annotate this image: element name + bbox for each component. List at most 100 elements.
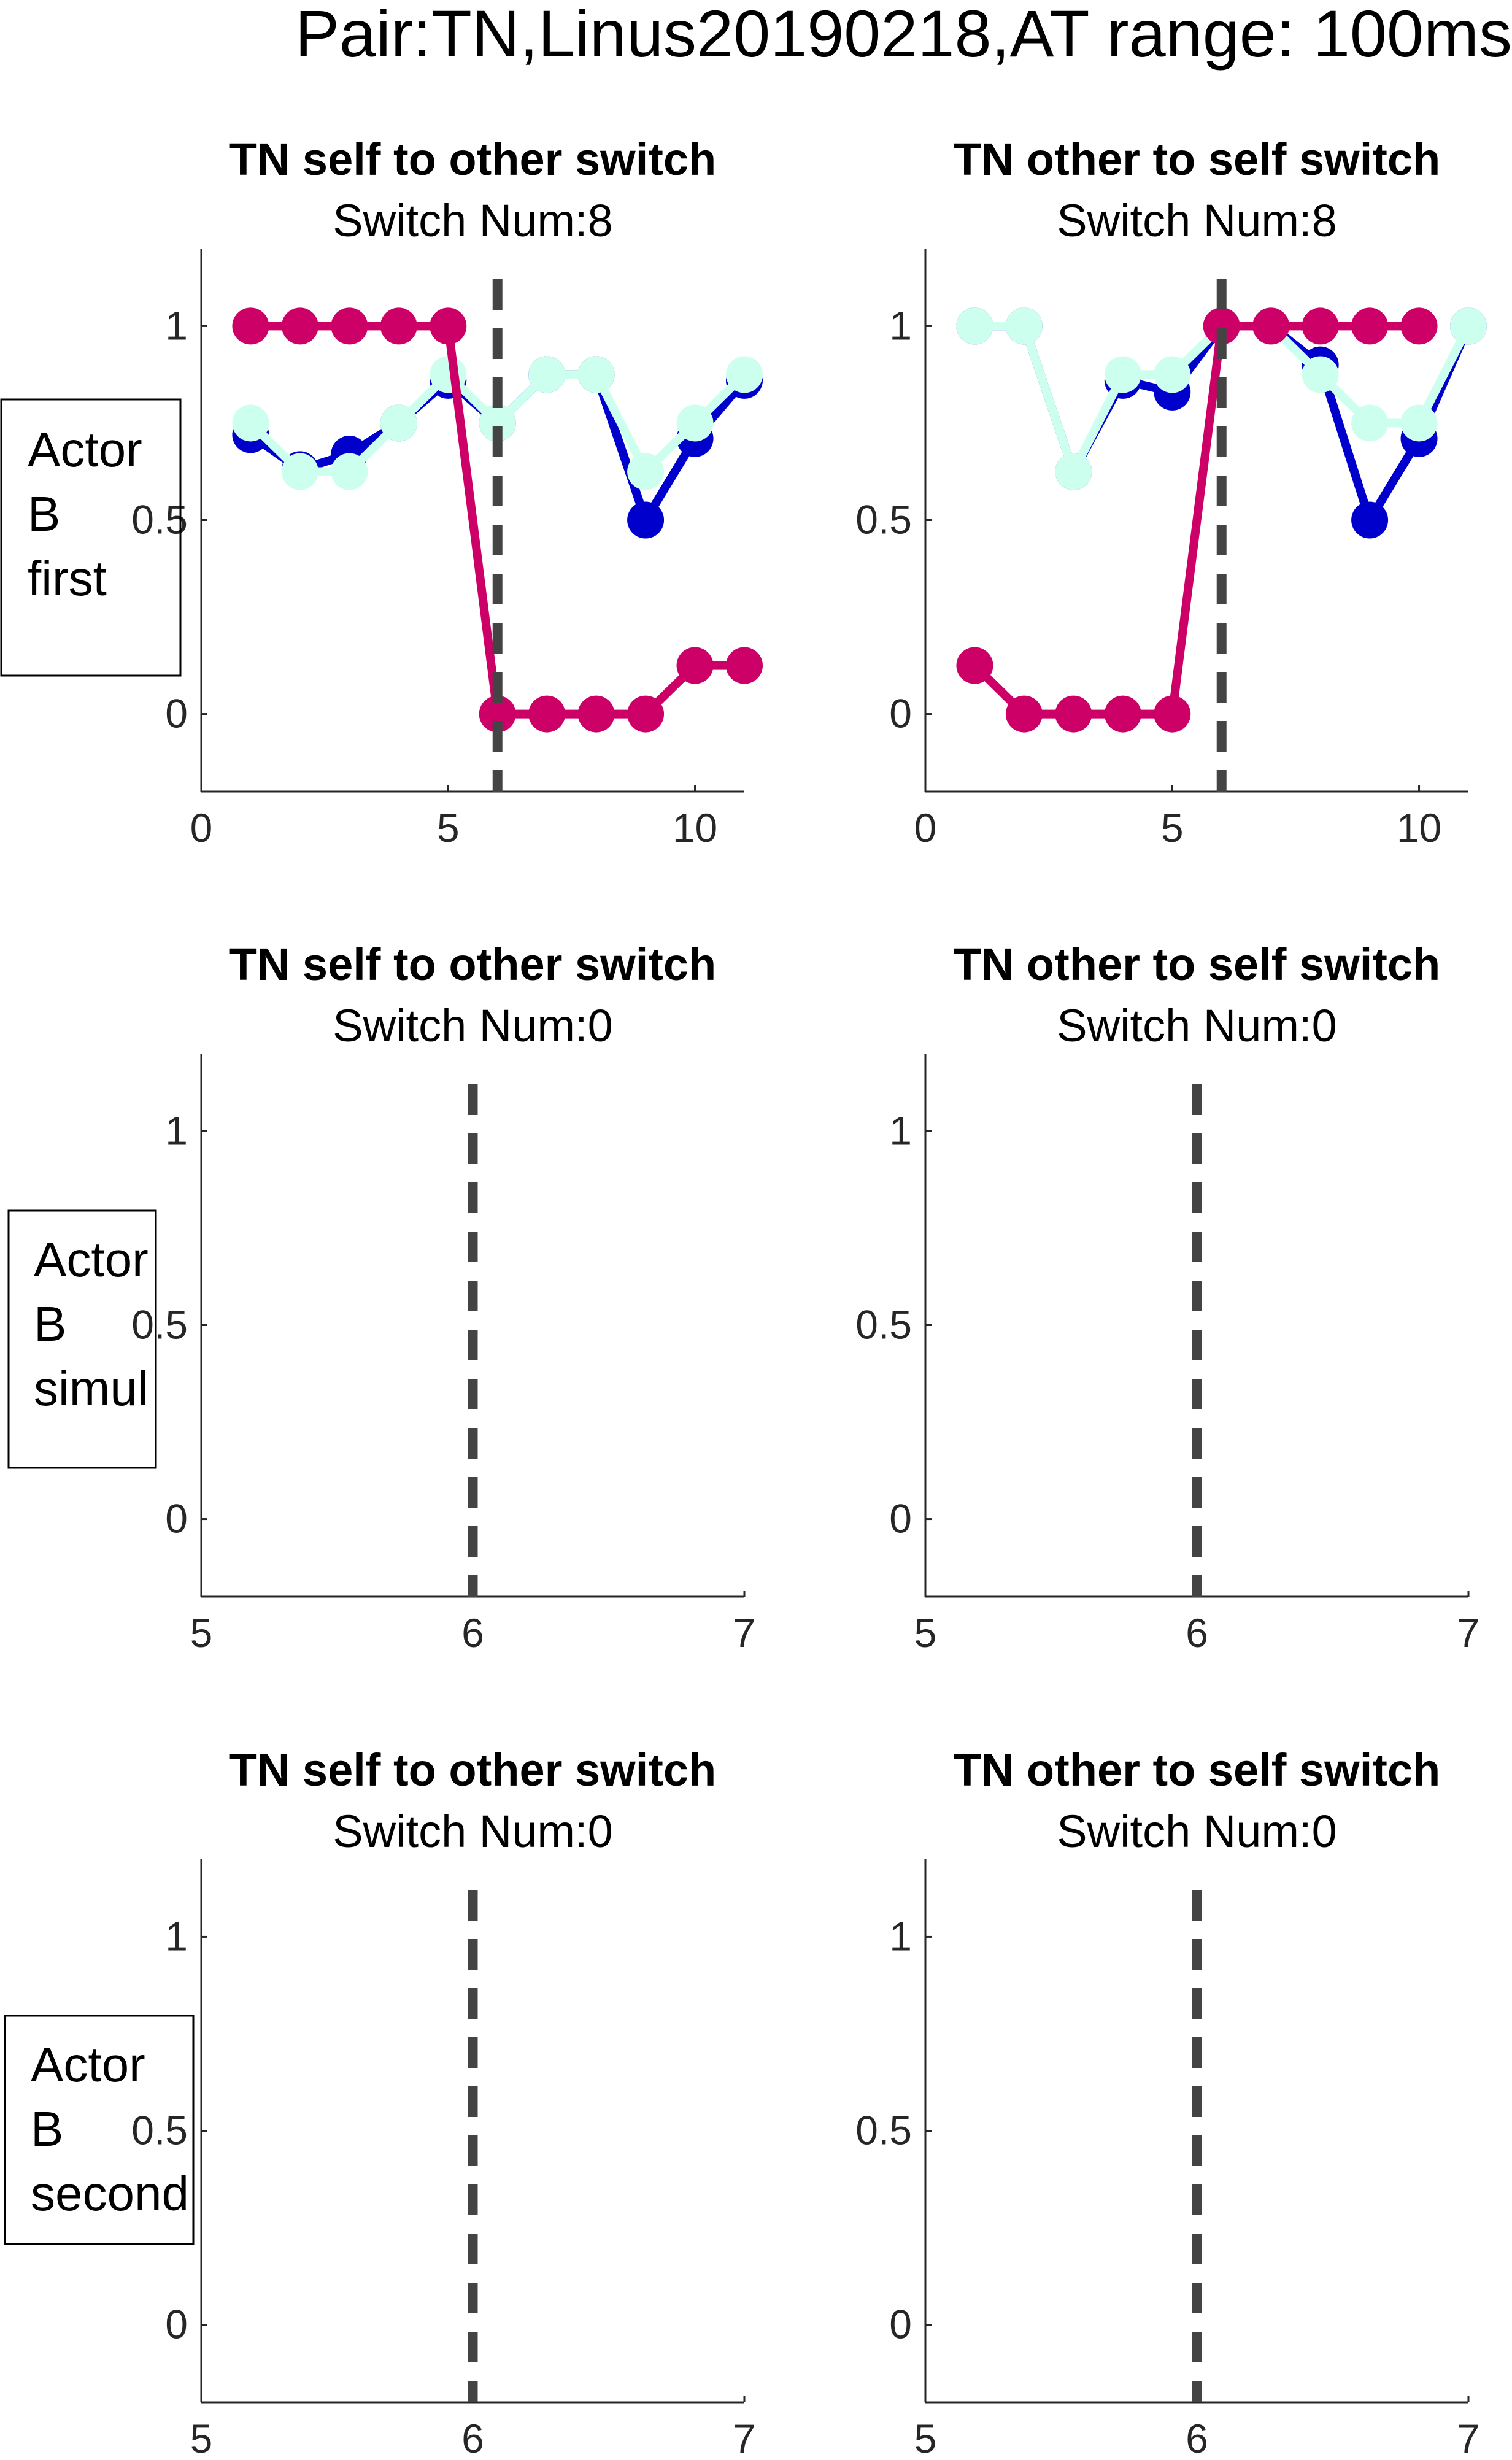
- data-point: [1252, 307, 1290, 345]
- data-point: [1055, 453, 1092, 490]
- x-tick-label: 5: [437, 805, 460, 850]
- data-point: [1104, 695, 1141, 733]
- data-point: [1005, 307, 1043, 345]
- row-label-line: Actor: [31, 2037, 145, 2092]
- subplot-3: TN self to other switch Switch Num:0 0 0.5 1…: [7, 939, 756, 1656]
- row-label-line: Actor: [28, 422, 142, 477]
- y-tick-label: 0: [889, 691, 912, 736]
- y-tick-label: 0.5: [131, 2108, 188, 2153]
- subplot-subtitle: Switch Num:0: [1057, 1000, 1336, 1051]
- data-point: [577, 695, 615, 733]
- y-tick-label: 1: [889, 303, 912, 348]
- y-tick-label: 0: [889, 1496, 912, 1541]
- subplot-title: TN self to other switch: [230, 939, 717, 990]
- data-point: [627, 695, 665, 733]
- x-tick-label: 7: [1457, 2416, 1480, 2460]
- y-tick-label: 0.5: [855, 497, 912, 542]
- y-tick-label: 0.5: [855, 1302, 912, 1348]
- subplot-6: TN other to self switch Switch Num:0 0 0.5 1…: [855, 1745, 1479, 2460]
- data-point: [1104, 356, 1141, 393]
- subplot-subtitle: Switch Num:8: [1057, 195, 1336, 246]
- y-tick-label: 0: [889, 2302, 912, 2347]
- data-point: [430, 307, 467, 345]
- data-point: [528, 356, 566, 393]
- x-tick-label: 5: [190, 2416, 213, 2460]
- data-point: [1302, 356, 1339, 393]
- x-tick-label: 0: [914, 805, 937, 850]
- row-label-line: simul: [34, 1361, 148, 1416]
- subplot-4: TN other to self switch Switch Num:0 0 0.5 1…: [855, 939, 1479, 1656]
- subplot-title: TN other to self switch: [954, 134, 1441, 185]
- y-tick-label: 0: [165, 691, 188, 736]
- x-tick-label: 6: [1186, 1610, 1208, 1656]
- x-tick-label: 7: [733, 2416, 756, 2460]
- row-label-line: B: [34, 1297, 66, 1351]
- data-point: [232, 307, 269, 345]
- subplot-subtitle: Switch Num:8: [333, 195, 612, 246]
- subplot-subtitle: Switch Num:0: [333, 1806, 612, 1857]
- data-point: [430, 356, 467, 393]
- data-point: [1302, 307, 1339, 345]
- data-point: [1154, 356, 1191, 393]
- y-tick-label: 0: [165, 2302, 188, 2347]
- subplot-5: TN self to other switch Switch Num:0 0 0.5 1…: [4, 1745, 756, 2460]
- data-point: [281, 307, 318, 345]
- row-label-line: second: [31, 2166, 189, 2221]
- data-point: [380, 307, 417, 345]
- data-point: [1351, 404, 1389, 442]
- row-label-line: Actor: [34, 1232, 148, 1287]
- y-tick-label: 1: [889, 1913, 912, 1959]
- data-point: [380, 404, 417, 442]
- data-point: [1203, 307, 1240, 345]
- y-tick-label: 0.5: [131, 497, 188, 542]
- subplot-title: TN self to other switch: [230, 134, 717, 185]
- x-tick-label: 7: [733, 1610, 756, 1656]
- y-tick-label: 1: [165, 303, 188, 348]
- data-point: [726, 647, 763, 684]
- row-label-line: first: [28, 551, 107, 606]
- data-point: [1351, 501, 1389, 539]
- y-tick-label: 0.5: [131, 1302, 188, 1348]
- subplot-2: TN other to self switch Switch Num:8 0 0.5 1…: [855, 134, 1487, 850]
- y-tick-label: 1: [165, 1913, 188, 1959]
- x-tick-label: 0: [190, 805, 213, 850]
- data-point: [726, 356, 763, 393]
- row-label-frame: [4, 2015, 195, 2245]
- data-point: [627, 453, 665, 490]
- x-tick-label: 5: [914, 2416, 937, 2460]
- data-point: [1450, 307, 1487, 345]
- data-point: [1400, 404, 1438, 442]
- row-label-line: B: [28, 487, 60, 541]
- series-line-3: [971, 322, 1419, 719]
- data-point: [528, 695, 566, 733]
- row-label-line: B: [31, 2102, 63, 2156]
- data-point: [956, 307, 993, 345]
- data-point: [676, 404, 714, 442]
- data-point: [956, 647, 993, 684]
- subplot-title: TN other to self switch: [954, 939, 1441, 990]
- subplot-1: TN self to other switch Switch Num:8 0 0.5 1…: [0, 134, 763, 850]
- data-point: [1351, 307, 1389, 345]
- row-label-frame: [7, 1209, 157, 1469]
- subplot-subtitle: Switch Num:0: [1057, 1806, 1336, 1857]
- subplot-title: TN self to other switch: [230, 1745, 717, 1795]
- data-point: [577, 356, 615, 393]
- x-tick-label: 10: [673, 805, 717, 850]
- data-point: [331, 307, 368, 345]
- row-label-frame: [0, 398, 182, 677]
- y-tick-label: 1: [889, 1108, 912, 1153]
- subplot-subtitle: Switch Num:0: [333, 1000, 612, 1051]
- x-tick-label: 5: [914, 1610, 937, 1656]
- data-point: [627, 501, 665, 539]
- y-tick-label: 0: [165, 1496, 188, 1541]
- data-point: [331, 453, 368, 490]
- x-tick-label: 5: [1161, 805, 1184, 850]
- x-tick-label: 10: [1397, 805, 1441, 850]
- y-tick-label: 1: [165, 1108, 188, 1153]
- x-tick-label: 7: [1457, 1610, 1480, 1656]
- data-point: [1005, 695, 1043, 733]
